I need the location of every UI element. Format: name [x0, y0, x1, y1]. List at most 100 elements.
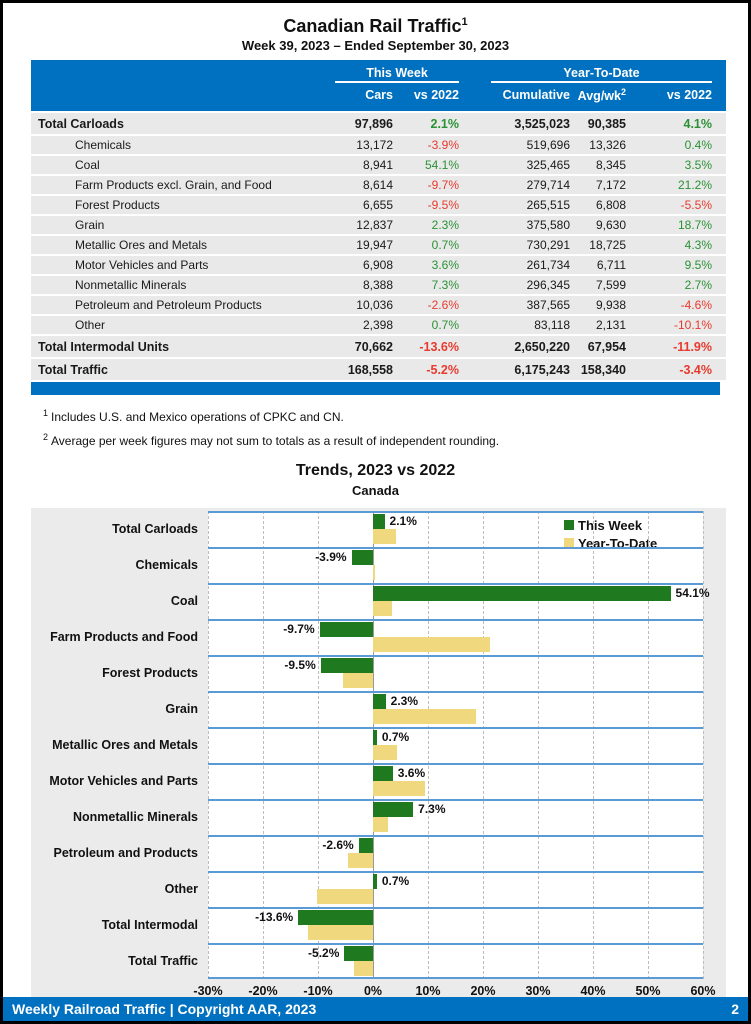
chart-category-label: Farm Products and Food	[50, 630, 198, 644]
legend-item-this-week: This Week	[564, 516, 657, 534]
page-title: Canadian Rail Traffic1	[3, 11, 748, 37]
row-separator-line	[208, 799, 703, 801]
gridline	[648, 511, 649, 979]
footer-text: Weekly Railroad Traffic | Copyright AAR,…	[12, 1001, 317, 1017]
row-label: Total Intermodal Units	[38, 339, 170, 354]
footnote-2: 2 Average per week figures may not sum to…	[43, 427, 748, 451]
chart-category-label: Nonmetallic Minerals	[72, 810, 198, 824]
cell-avg-wk: 7,599	[595, 278, 626, 292]
cell-cumulative: 519,696	[526, 138, 570, 152]
x-axis-tick-label: -20%	[248, 984, 278, 998]
cell-ytd-vs2022: 4.3%	[684, 238, 712, 252]
col-header-avg-wk-text: Avg/wk	[577, 89, 621, 104]
cell-avg-wk: 6,808	[595, 198, 626, 212]
chart-category-label: Petroleum and Products	[53, 846, 198, 860]
table-row: Petroleum and Petroleum Products 10,036 -2…	[31, 296, 726, 314]
legend-swatch-year-to-date	[564, 538, 574, 548]
group-this-week: This Week	[335, 66, 459, 83]
cell-week-vs2022: 2.3%	[431, 218, 459, 232]
row-label: Coal	[75, 158, 100, 172]
row-label: Nonmetallic Minerals	[75, 278, 187, 292]
cell-cumulative: 296,345	[526, 278, 570, 292]
col-header-week-vs2022: vs 2022	[413, 88, 459, 102]
table-row: Metallic Ores and Metals 19,947 0.7% 730,29…	[31, 236, 726, 254]
bar-year-to-date	[317, 889, 373, 904]
gridline	[208, 511, 209, 979]
cell-avg-wk: 18,725	[589, 238, 626, 252]
row-label: Metallic Ores and Metals	[75, 238, 208, 252]
table-row: Coal 8,941 54.1% 325,465 8,345 3.5%	[31, 156, 726, 174]
col-header-cumulative: Cumulative	[502, 88, 570, 102]
bar-this-week	[319, 622, 373, 637]
chart-category-label: Forest Products	[102, 666, 198, 680]
table-row: Nonmetallic Minerals 8,388 7.3% 296,345 7,59…	[31, 276, 726, 294]
cell-avg-wk: 6,711	[596, 258, 626, 272]
row-separator-line	[208, 727, 703, 729]
chart-legend: This Week Year-To-Date	[564, 516, 657, 552]
legend-item-year-to-date: Year-To-Date	[564, 534, 657, 552]
row-separator-line	[208, 655, 703, 657]
cell-cars: 6,655	[362, 198, 393, 212]
page-footer: Weekly Railroad Traffic | Copyright AAR,…	[3, 997, 748, 1021]
cell-week-vs2022: 0.7%	[431, 238, 459, 252]
chart-category-label: Motor Vehicles and Parts	[49, 774, 198, 788]
cell-ytd-vs2022: 9.5%	[684, 258, 712, 272]
table-end-bar	[31, 382, 720, 395]
cell-cumulative: 375,580	[526, 218, 570, 232]
gridline	[428, 511, 429, 979]
cell-avg-wk: 158,340	[580, 362, 626, 377]
cell-week-vs2022: -2.6%	[427, 298, 459, 312]
cell-cumulative: 325,465	[526, 158, 570, 172]
cell-cars: 12,837	[356, 218, 393, 232]
table-row: Total Traffic 168,558 -5.2% 6,175,243 158,34…	[31, 359, 726, 380]
bar-this-week	[373, 766, 393, 781]
bar-year-to-date	[354, 961, 373, 976]
table-row: Motor Vehicles and Parts 6,908 3.6% 261,734…	[31, 256, 726, 274]
legend-swatch-this-week	[564, 520, 574, 530]
cell-cars: 2,398	[362, 318, 393, 332]
bar-this-week	[358, 838, 373, 853]
cell-avg-wk: 90,385	[587, 116, 626, 131]
bar-year-to-date	[347, 853, 373, 868]
cell-cumulative: 730,291	[526, 238, 570, 252]
gridline	[703, 511, 704, 979]
bar-data-label: -13.6%	[255, 910, 294, 924]
bar-data-label: -5.2%	[308, 946, 340, 960]
gridline	[593, 511, 594, 979]
cell-cumulative: 2,650,220	[514, 339, 570, 354]
bar-this-week	[298, 910, 373, 925]
cell-cumulative: 3,525,023	[514, 116, 570, 131]
table-header-columns: Cars vs 2022 Cumulative Avg/wk2 vs 2022	[31, 84, 726, 106]
row-separator-line	[208, 511, 703, 513]
x-axis-tick-label: -10%	[303, 984, 333, 998]
cell-week-vs2022: 3.6%	[431, 258, 459, 272]
chart-category-labels: Total Carloads Chemicals Coal Farm Products…	[31, 511, 208, 979]
row-label: Total Carloads	[38, 116, 124, 131]
footnote-1-marker: 1	[43, 408, 49, 418]
cell-ytd-vs2022: -5.5%	[680, 198, 712, 212]
chart-title: Trends, 2023 vs 2022	[295, 462, 456, 479]
bar-year-to-date	[373, 565, 376, 580]
cell-cumulative: 279,714	[526, 178, 570, 192]
cell-cars: 8,614	[362, 178, 393, 192]
row-separator-line	[208, 943, 703, 945]
chart-category-label: Chemicals	[135, 558, 198, 572]
cell-week-vs2022: -13.6%	[419, 339, 459, 354]
cell-week-vs2022: -9.7%	[427, 178, 459, 192]
row-label: Grain	[75, 218, 105, 232]
cell-cumulative: 261,734	[526, 258, 570, 272]
page-title-text: Canadian Rail Traffic	[283, 16, 462, 36]
bar-this-week	[351, 550, 373, 565]
footnotes: 1 Includes U.S. and Mexico operations of …	[43, 403, 748, 451]
bar-year-to-date	[373, 781, 426, 796]
gridline	[263, 511, 264, 979]
table-body: Total Carloads 97,896 2.1% 3,525,023 90,385 4…	[31, 113, 726, 380]
chart-category-label: Other	[164, 882, 198, 896]
row-separator-line	[208, 763, 703, 765]
legend-label-this-week: This Week	[578, 517, 643, 533]
table-row: Grain 12,837 2.3% 375,580 9,630 18.7%	[31, 216, 726, 234]
bar-data-label: 7.3%	[418, 802, 446, 816]
chart-category-label: Coal	[170, 594, 198, 608]
cell-week-vs2022: 2.1%	[430, 116, 460, 131]
